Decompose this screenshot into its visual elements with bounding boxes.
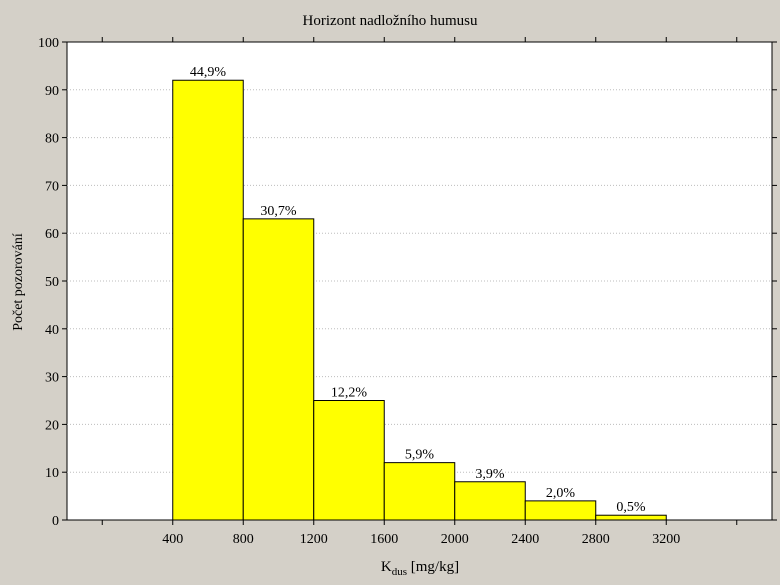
bar-1600-2000: [383, 462, 456, 521]
bar-2400-2800: [524, 500, 597, 521]
bar-percent-label-5: 2,0%: [546, 486, 576, 501]
y-tick-label-80: 80: [45, 132, 59, 147]
x-axis-label-main: K: [381, 559, 392, 575]
x-tick-label-2800: 2800: [582, 532, 610, 547]
bar-800-1200: [242, 218, 315, 521]
bars: [172, 79, 667, 521]
x-axis-label-subscript: dus: [392, 566, 407, 578]
x-tick-label-400: 400: [162, 532, 183, 547]
x-tick-label-800: 800: [233, 532, 254, 547]
y-tick-label-90: 90: [45, 84, 59, 99]
y-tick-label-60: 60: [45, 227, 59, 242]
x-axis-label-unit: [mg/kg]: [407, 559, 459, 575]
y-tick-label-100: 100: [38, 36, 59, 51]
x-axis-label: Kdus [mg/kg]: [381, 559, 459, 578]
y-tick-label-0: 0: [52, 514, 59, 529]
bar-labels: 44,9% 30,7% 12,2% 5,9% 3,9% 2,0% 0,5%: [190, 65, 646, 515]
bar-percent-label-6: 0,5%: [616, 500, 646, 515]
y-tick-label-20: 20: [45, 418, 59, 433]
x-tick-label-2400: 2400: [511, 532, 539, 547]
x-tick-label-2000: 2000: [441, 532, 469, 547]
bar-2000-2400: [454, 481, 526, 521]
bar-percent-label-4: 3,9%: [475, 467, 505, 482]
y-axis-label: Počet pozorování: [11, 233, 26, 331]
bar-400-800: [172, 79, 244, 521]
chart-title: Horizont nadložního humusu: [303, 13, 478, 29]
y-tick-label-30: 30: [45, 371, 59, 386]
y-tick-label-50: 50: [45, 275, 59, 290]
x-tick-label-1600: 1600: [370, 532, 398, 547]
x-tick-label-1200: 1200: [300, 532, 328, 547]
y-tick-label-70: 70: [45, 179, 59, 194]
bar-percent-label-2: 12,2%: [331, 386, 368, 401]
y-tick-label-10: 10: [45, 466, 59, 481]
bar-percent-label-1: 30,7%: [260, 204, 297, 219]
bar-percent-label-0: 44,9%: [190, 65, 227, 80]
y-tick-label-40: 40: [45, 323, 59, 338]
x-axis: 400 800 1200 1600 2000 2400 2800 3200: [101, 37, 738, 547]
y-axis: 0 10 20 30 40 50 60 70 80 90 100: [38, 36, 777, 529]
bar-2800-3200: [595, 514, 667, 521]
x-tick-label-3200: 3200: [652, 532, 680, 547]
bar-1200-1600: [313, 400, 385, 521]
bar-percent-label-3: 5,9%: [405, 448, 435, 463]
